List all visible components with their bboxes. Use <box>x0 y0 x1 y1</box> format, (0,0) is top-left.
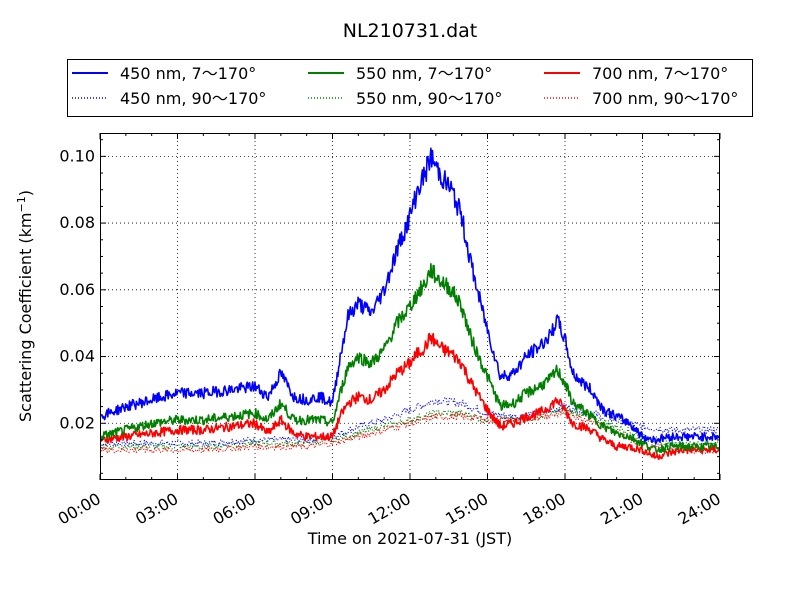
x-tick-label: 24:00 <box>675 489 724 529</box>
y-tick-label: 0.10 <box>59 146 95 165</box>
y-axis-label-exponent: −1 <box>15 196 28 212</box>
y-axis-label-close: ) <box>16 190 35 196</box>
x-tick-label: 21:00 <box>597 489 646 529</box>
series-line <box>100 332 720 461</box>
x-tick-labels: 00:00 03:00 06:00 09:00 12:00 15:00 18:00 21:00… <box>55 489 724 529</box>
legend-label: 700 nm, 90～170° <box>592 89 738 108</box>
x-tick-label: 15:00 <box>442 489 491 529</box>
y-tick-label: 0.06 <box>59 280 95 299</box>
y-axis-label: Scattering Coefficient (km−1) <box>15 190 35 422</box>
series-layer <box>100 147 720 461</box>
y-tick-labels: 0.02 0.04 0.06 0.08 0.10 <box>59 146 95 432</box>
x-tick-label: 06:00 <box>210 489 259 529</box>
x-tick-label: 18:00 <box>520 489 569 529</box>
legend-label: 550 nm, 90～170° <box>356 89 502 108</box>
legend-label: 700 nm, 7～170° <box>592 64 728 83</box>
y-axis-label-main: Scattering Coefficient (km <box>16 212 35 422</box>
legend: 450 nm, 7～170° 450 nm, 90～170° 550 nm, 7～1… <box>67 59 753 117</box>
legend-frame <box>67 59 753 117</box>
y-tick-label: 0.08 <box>59 213 95 232</box>
y-tick-label: 0.02 <box>59 413 95 432</box>
legend-label: 450 nm, 7～170° <box>120 64 256 83</box>
legend-label: 550 nm, 7～170° <box>356 64 492 83</box>
x-tick-label: 12:00 <box>365 489 414 529</box>
x-tick-label: 03:00 <box>132 489 181 529</box>
y-tick-label: 0.04 <box>59 347 95 366</box>
series-line <box>100 147 720 445</box>
legend-label: 450 nm, 90～170° <box>120 89 266 108</box>
axis-ticks <box>99 133 721 480</box>
x-tick-label: 09:00 <box>287 489 336 529</box>
series-line <box>100 405 720 451</box>
x-axis-label: Time on 2021-07-31 (JST) <box>307 529 512 548</box>
chart-title: NL210731.dat <box>343 20 478 42</box>
x-tick-label: 00:00 <box>55 489 104 529</box>
series-line <box>100 263 720 454</box>
